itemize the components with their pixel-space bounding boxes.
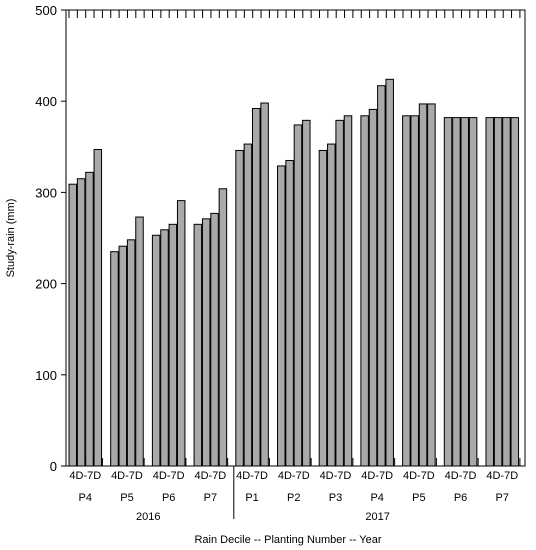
bar	[377, 85, 386, 467]
bar	[285, 159, 294, 467]
planting-label: P1	[245, 492, 258, 504]
y-tick-label: 200	[35, 277, 57, 292]
planting-label: P4	[79, 492, 92, 504]
planting-label: P4	[370, 492, 383, 504]
bar	[368, 108, 378, 467]
planting-label: P7	[496, 492, 509, 504]
decile-label: 4D-7D	[445, 470, 477, 482]
bar	[327, 143, 336, 467]
bar	[68, 183, 77, 467]
decile-label: 4D-7D	[320, 470, 352, 482]
bar	[218, 188, 228, 467]
y-tick-label: 100	[35, 368, 57, 383]
bar	[93, 149, 103, 467]
bar	[151, 234, 161, 467]
y-tick-label: 0	[50, 459, 57, 474]
bar	[110, 251, 119, 467]
bar	[118, 245, 128, 467]
bar	[460, 117, 469, 467]
bar	[427, 103, 436, 467]
planting-label: P5	[412, 492, 425, 504]
bar	[260, 102, 269, 467]
y-tick-label: 300	[35, 185, 57, 200]
bar	[277, 165, 286, 467]
planting-label: P5	[120, 492, 133, 504]
planting-label: P6	[162, 492, 175, 504]
bar	[335, 119, 344, 467]
bar	[502, 117, 511, 467]
bar	[410, 115, 419, 467]
bar	[318, 149, 328, 467]
bar	[468, 117, 478, 467]
bar	[135, 216, 144, 467]
bar	[243, 143, 253, 467]
bar	[210, 212, 219, 467]
bar	[452, 117, 461, 467]
bar	[485, 117, 494, 467]
bar	[443, 117, 453, 467]
planting-label: P2	[287, 492, 300, 504]
decile-label: 4D-7D	[69, 470, 101, 482]
bar	[418, 103, 428, 467]
bar	[126, 239, 136, 467]
bar	[252, 107, 261, 467]
x-axis-label: Rain Decile -- Planting Number -- Year	[194, 534, 381, 546]
decile-label: 4D-7D	[278, 470, 310, 482]
bar	[201, 218, 211, 467]
bar	[510, 117, 520, 467]
bar	[343, 115, 353, 467]
decile-label: 4D-7D	[194, 470, 226, 482]
bar	[493, 117, 503, 467]
y-tick-label: 400	[35, 94, 57, 109]
decile-label: 4D-7D	[403, 470, 435, 482]
decile-label: 4D-7D	[111, 470, 143, 482]
planting-label: P3	[329, 492, 342, 504]
year-label: 2017	[365, 511, 389, 523]
y-tick-label: 500	[35, 3, 57, 18]
bar	[76, 178, 86, 467]
bar	[302, 119, 311, 467]
y-axis-label: Study-rain (mm)	[5, 199, 17, 278]
bar	[176, 200, 186, 467]
bar	[85, 171, 94, 467]
bar	[293, 124, 303, 467]
decile-label: 4D-7D	[361, 470, 393, 482]
plot-area: 0 100 200 300 400 500 4D-7D P4 4D-7D P5 4D-7D P6 4D-…	[35, 3, 526, 523]
decile-label: 4D-7D	[486, 470, 518, 482]
decile-label: 4D-7D	[153, 470, 185, 482]
bar	[193, 223, 203, 467]
bar	[168, 223, 178, 467]
planting-label: P6	[454, 492, 467, 504]
decile-label: 4D-7D	[236, 470, 268, 482]
bar	[402, 115, 411, 467]
bar	[385, 78, 394, 467]
bar	[360, 115, 369, 467]
bar	[235, 149, 244, 467]
year-label: 2016	[136, 511, 160, 523]
bar	[160, 229, 169, 467]
planting-label: P7	[204, 492, 217, 504]
